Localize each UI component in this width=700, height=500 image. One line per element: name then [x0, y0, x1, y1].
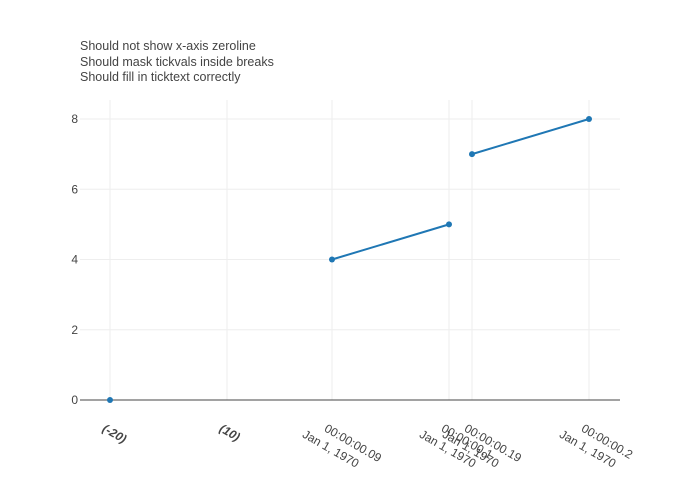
data-point [446, 221, 452, 228]
chart-title: Should not show x-axis zeroline Should m… [80, 39, 274, 84]
y-tick-label: 8 [71, 112, 78, 126]
y-tick-label: 6 [71, 182, 78, 196]
y-tick-label: 4 [71, 253, 78, 267]
y-tick-label: 2 [71, 323, 78, 337]
series-layer [107, 116, 592, 403]
data-point [107, 397, 113, 403]
y-tick-label: 0 [71, 393, 78, 407]
data-point [329, 256, 335, 263]
data-point [586, 116, 592, 122]
chart-title-line-3: Should fill in ticktext correctly [80, 70, 241, 84]
chart-title-line-1: Should not show x-axis zeroline [80, 39, 256, 53]
series-line [331, 223, 450, 261]
data-point [469, 151, 475, 158]
series-line [471, 118, 590, 156]
y-axis-ticks: 0 2 4 6 8 [71, 112, 78, 407]
chart-title-line-2: Should mask tickvals inside breaks [80, 55, 274, 69]
grid [80, 100, 620, 400]
